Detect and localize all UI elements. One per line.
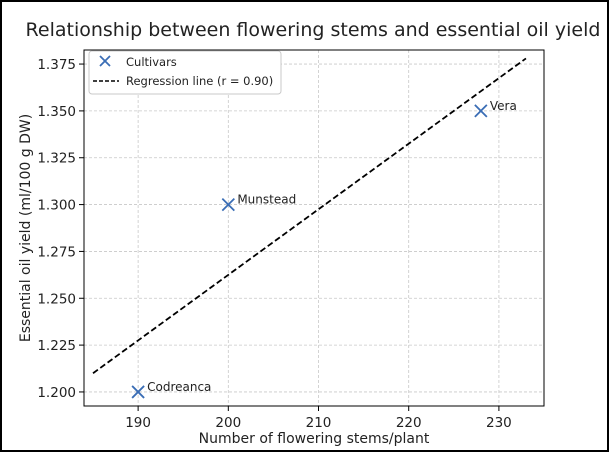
data-point-munstead: [221, 197, 235, 212]
y-tick-label: 1.275: [37, 244, 76, 260]
legend-label-regression-line: Regression line (r = 0.90): [126, 74, 273, 88]
x-tick-label: 220: [396, 415, 422, 431]
grid: [84, 50, 544, 406]
x-tick-label: 200: [215, 415, 241, 431]
y-tick-label: 1.300: [37, 198, 76, 214]
legend-marker-cultivars: [99, 55, 111, 67]
x-tick-label: 210: [306, 415, 332, 431]
y-tick-label: 1.250: [37, 291, 76, 307]
data-point-vera: [474, 104, 488, 118]
y-tick-label: 1.225: [37, 338, 76, 354]
point-label: Codreanca: [147, 380, 211, 394]
regression-line: [92, 57, 527, 374]
x-tick-label: 190: [125, 415, 151, 431]
plot-area: [83, 49, 545, 407]
y-tick-label: 1.375: [37, 57, 76, 73]
regression-line-layer: [92, 57, 527, 374]
data-point-codreanca: [131, 385, 145, 399]
point-label: Munstead: [237, 193, 296, 207]
point-label: Vera: [490, 99, 517, 113]
x-axis-label: Number of flowering stems/plant: [199, 431, 430, 447]
points-layer: Codreanca Munstead Vera: [131, 99, 517, 399]
axis-ticks: 190 200 210 220 230 1.200 1.225 1.250 1.275 1.300…: [37, 57, 511, 431]
chart-title: Relationship between flowering stems and…: [26, 19, 601, 41]
legend: Cultivars Regression line (r = 0.90): [88, 50, 282, 95]
legend-label-cultivars: Cultivars: [126, 55, 177, 69]
y-axis-label: Essential oil yield (ml/100 g DW): [18, 114, 34, 342]
legend-box: [88, 50, 282, 95]
y-tick-label: 1.200: [37, 385, 76, 401]
y-tick-label: 1.350: [37, 104, 76, 120]
y-tick-label: 1.325: [37, 151, 76, 167]
x-tick-label: 230: [486, 415, 512, 431]
